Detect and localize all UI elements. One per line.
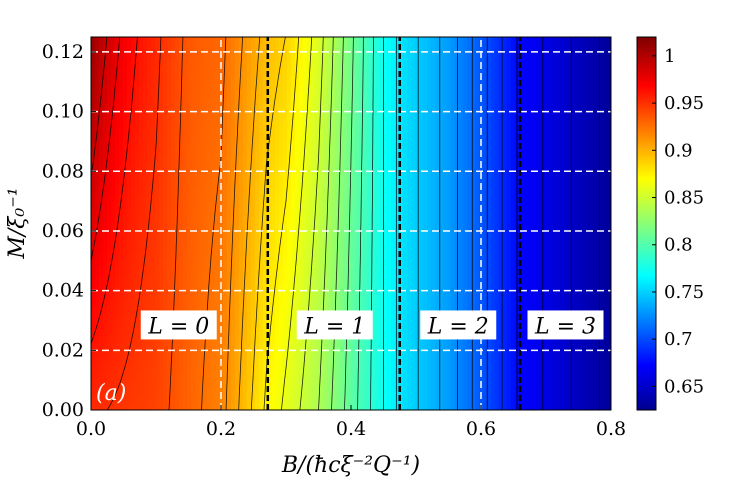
y-tick-label: 0.10 bbox=[42, 101, 84, 123]
colorbar-tick-label: 0.85 bbox=[664, 188, 704, 209]
y-tick-label: 0.00 bbox=[42, 399, 84, 421]
y-tick-label: 0.08 bbox=[42, 160, 84, 182]
x-tick-label: 0.0 bbox=[76, 418, 106, 440]
y-tick-label: 0.12 bbox=[42, 41, 84, 63]
region-label-box bbox=[527, 310, 604, 340]
heatmap-field bbox=[91, 37, 611, 410]
region-label: L = 2 bbox=[420, 310, 497, 340]
contour-lines bbox=[91, 37, 600, 410]
x-axis-ticks: 0.0 0.2 0.4 0.6 0.8 bbox=[76, 405, 626, 440]
transition-lines bbox=[266, 37, 522, 410]
y-tick-label: 0.02 bbox=[42, 339, 84, 361]
region-label-text: L = 2 bbox=[427, 314, 489, 339]
region-label: L = 3 bbox=[527, 310, 604, 340]
colorbar-tick-label: 1 bbox=[664, 46, 675, 67]
region-label-box bbox=[420, 310, 497, 340]
y-axis-label: M/ξ₀⁻¹ bbox=[5, 187, 30, 259]
colorbar-tick-label: 0.8 bbox=[664, 235, 693, 256]
panel-label: (a) bbox=[96, 381, 126, 406]
colorbar bbox=[636, 36, 657, 411]
x-tick-label: 0.2 bbox=[206, 418, 236, 440]
y-tick-label: 0.06 bbox=[42, 220, 84, 242]
y-tick-label: 0.04 bbox=[42, 280, 84, 302]
region-label-box bbox=[140, 310, 217, 340]
region-label-text: L = 3 bbox=[534, 314, 596, 339]
region-labels: L = 0 L = 1 L = 2 L = 3 bbox=[140, 310, 604, 340]
region-label-text: L = 0 bbox=[147, 314, 209, 339]
x-tick-label: 0.6 bbox=[466, 418, 496, 440]
grid-lines bbox=[91, 37, 611, 410]
colorbar-tick-label: 0.65 bbox=[664, 376, 704, 397]
region-label: L = 1 bbox=[296, 310, 373, 340]
x-axis-label: B/(ħcξ⁻²Q⁻¹) bbox=[281, 453, 420, 478]
x-tick-label: 0.8 bbox=[596, 418, 626, 440]
y-axis-ticks: 0.00 0.02 0.04 0.06 0.08 0.10 0.12 bbox=[42, 41, 96, 421]
colorbar-tick-label: 0.7 bbox=[664, 329, 693, 350]
colorbar-tick-label: 0.9 bbox=[664, 140, 693, 161]
region-label-text: L = 1 bbox=[303, 314, 365, 339]
region-label: L = 0 bbox=[140, 310, 217, 340]
region-label-box bbox=[296, 310, 373, 340]
colorbar-ticks: 0.65 0.7 0.75 0.8 0.85 0.9 0.95 1 bbox=[652, 46, 704, 397]
colorbar-tick-label: 0.95 bbox=[664, 93, 704, 114]
colorbar-tick-label: 0.75 bbox=[664, 282, 704, 303]
x-tick-label: 0.4 bbox=[336, 418, 366, 440]
